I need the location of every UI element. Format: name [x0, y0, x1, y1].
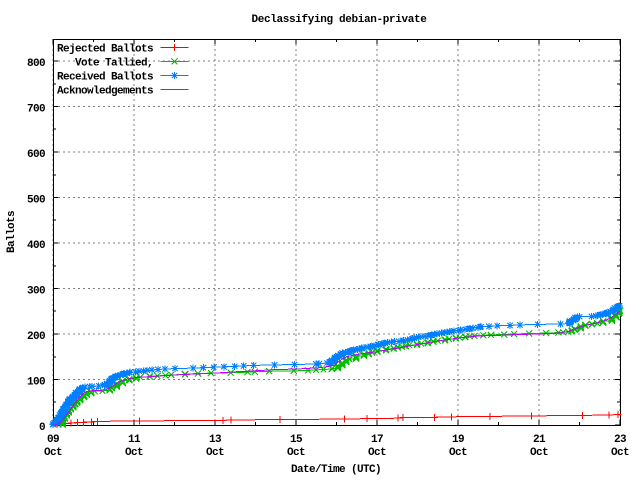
svg-text:Oct: Oct: [125, 447, 143, 459]
svg-text:09: 09: [47, 434, 59, 446]
svg-text:100: 100: [27, 377, 45, 389]
svg-text:Oct: Oct: [611, 447, 629, 459]
svg-text:Oct: Oct: [206, 447, 224, 459]
svg-text:0: 0: [39, 422, 45, 434]
svg-text:15: 15: [290, 434, 303, 446]
svg-text:Rejected Ballots: Rejected Ballots: [57, 44, 153, 56]
svg-text:Received Ballots: Received Ballots: [57, 72, 153, 84]
svg-text:Date/Time (UTC): Date/Time (UTC): [291, 464, 381, 476]
svg-text:Oct: Oct: [287, 447, 305, 459]
svg-text:300: 300: [27, 286, 45, 298]
svg-text:Oct: Oct: [449, 447, 467, 459]
svg-text:Acknowledgements: Acknowledgements: [57, 86, 153, 98]
svg-text:Declassifying debian-private: Declassifying debian-private: [251, 14, 427, 26]
svg-text:800: 800: [27, 58, 45, 70]
svg-text:200: 200: [27, 331, 45, 343]
svg-text:Oct: Oct: [368, 447, 386, 459]
svg-text:Oct: Oct: [44, 447, 62, 459]
svg-text:Ballots: Ballots: [6, 211, 18, 253]
svg-text:13: 13: [209, 434, 222, 446]
svg-text:19: 19: [452, 434, 464, 446]
svg-text:600: 600: [27, 149, 45, 161]
svg-text:11: 11: [128, 434, 141, 446]
svg-text:Vote Tallied,: Vote Tallied,: [75, 58, 153, 70]
svg-text:400: 400: [27, 240, 45, 252]
svg-text:21: 21: [533, 434, 546, 446]
svg-text:Oct: Oct: [530, 447, 548, 459]
svg-text:700: 700: [27, 104, 45, 116]
svg-text:500: 500: [27, 195, 45, 207]
svg-text:17: 17: [371, 434, 383, 446]
svg-text:23: 23: [614, 434, 627, 446]
